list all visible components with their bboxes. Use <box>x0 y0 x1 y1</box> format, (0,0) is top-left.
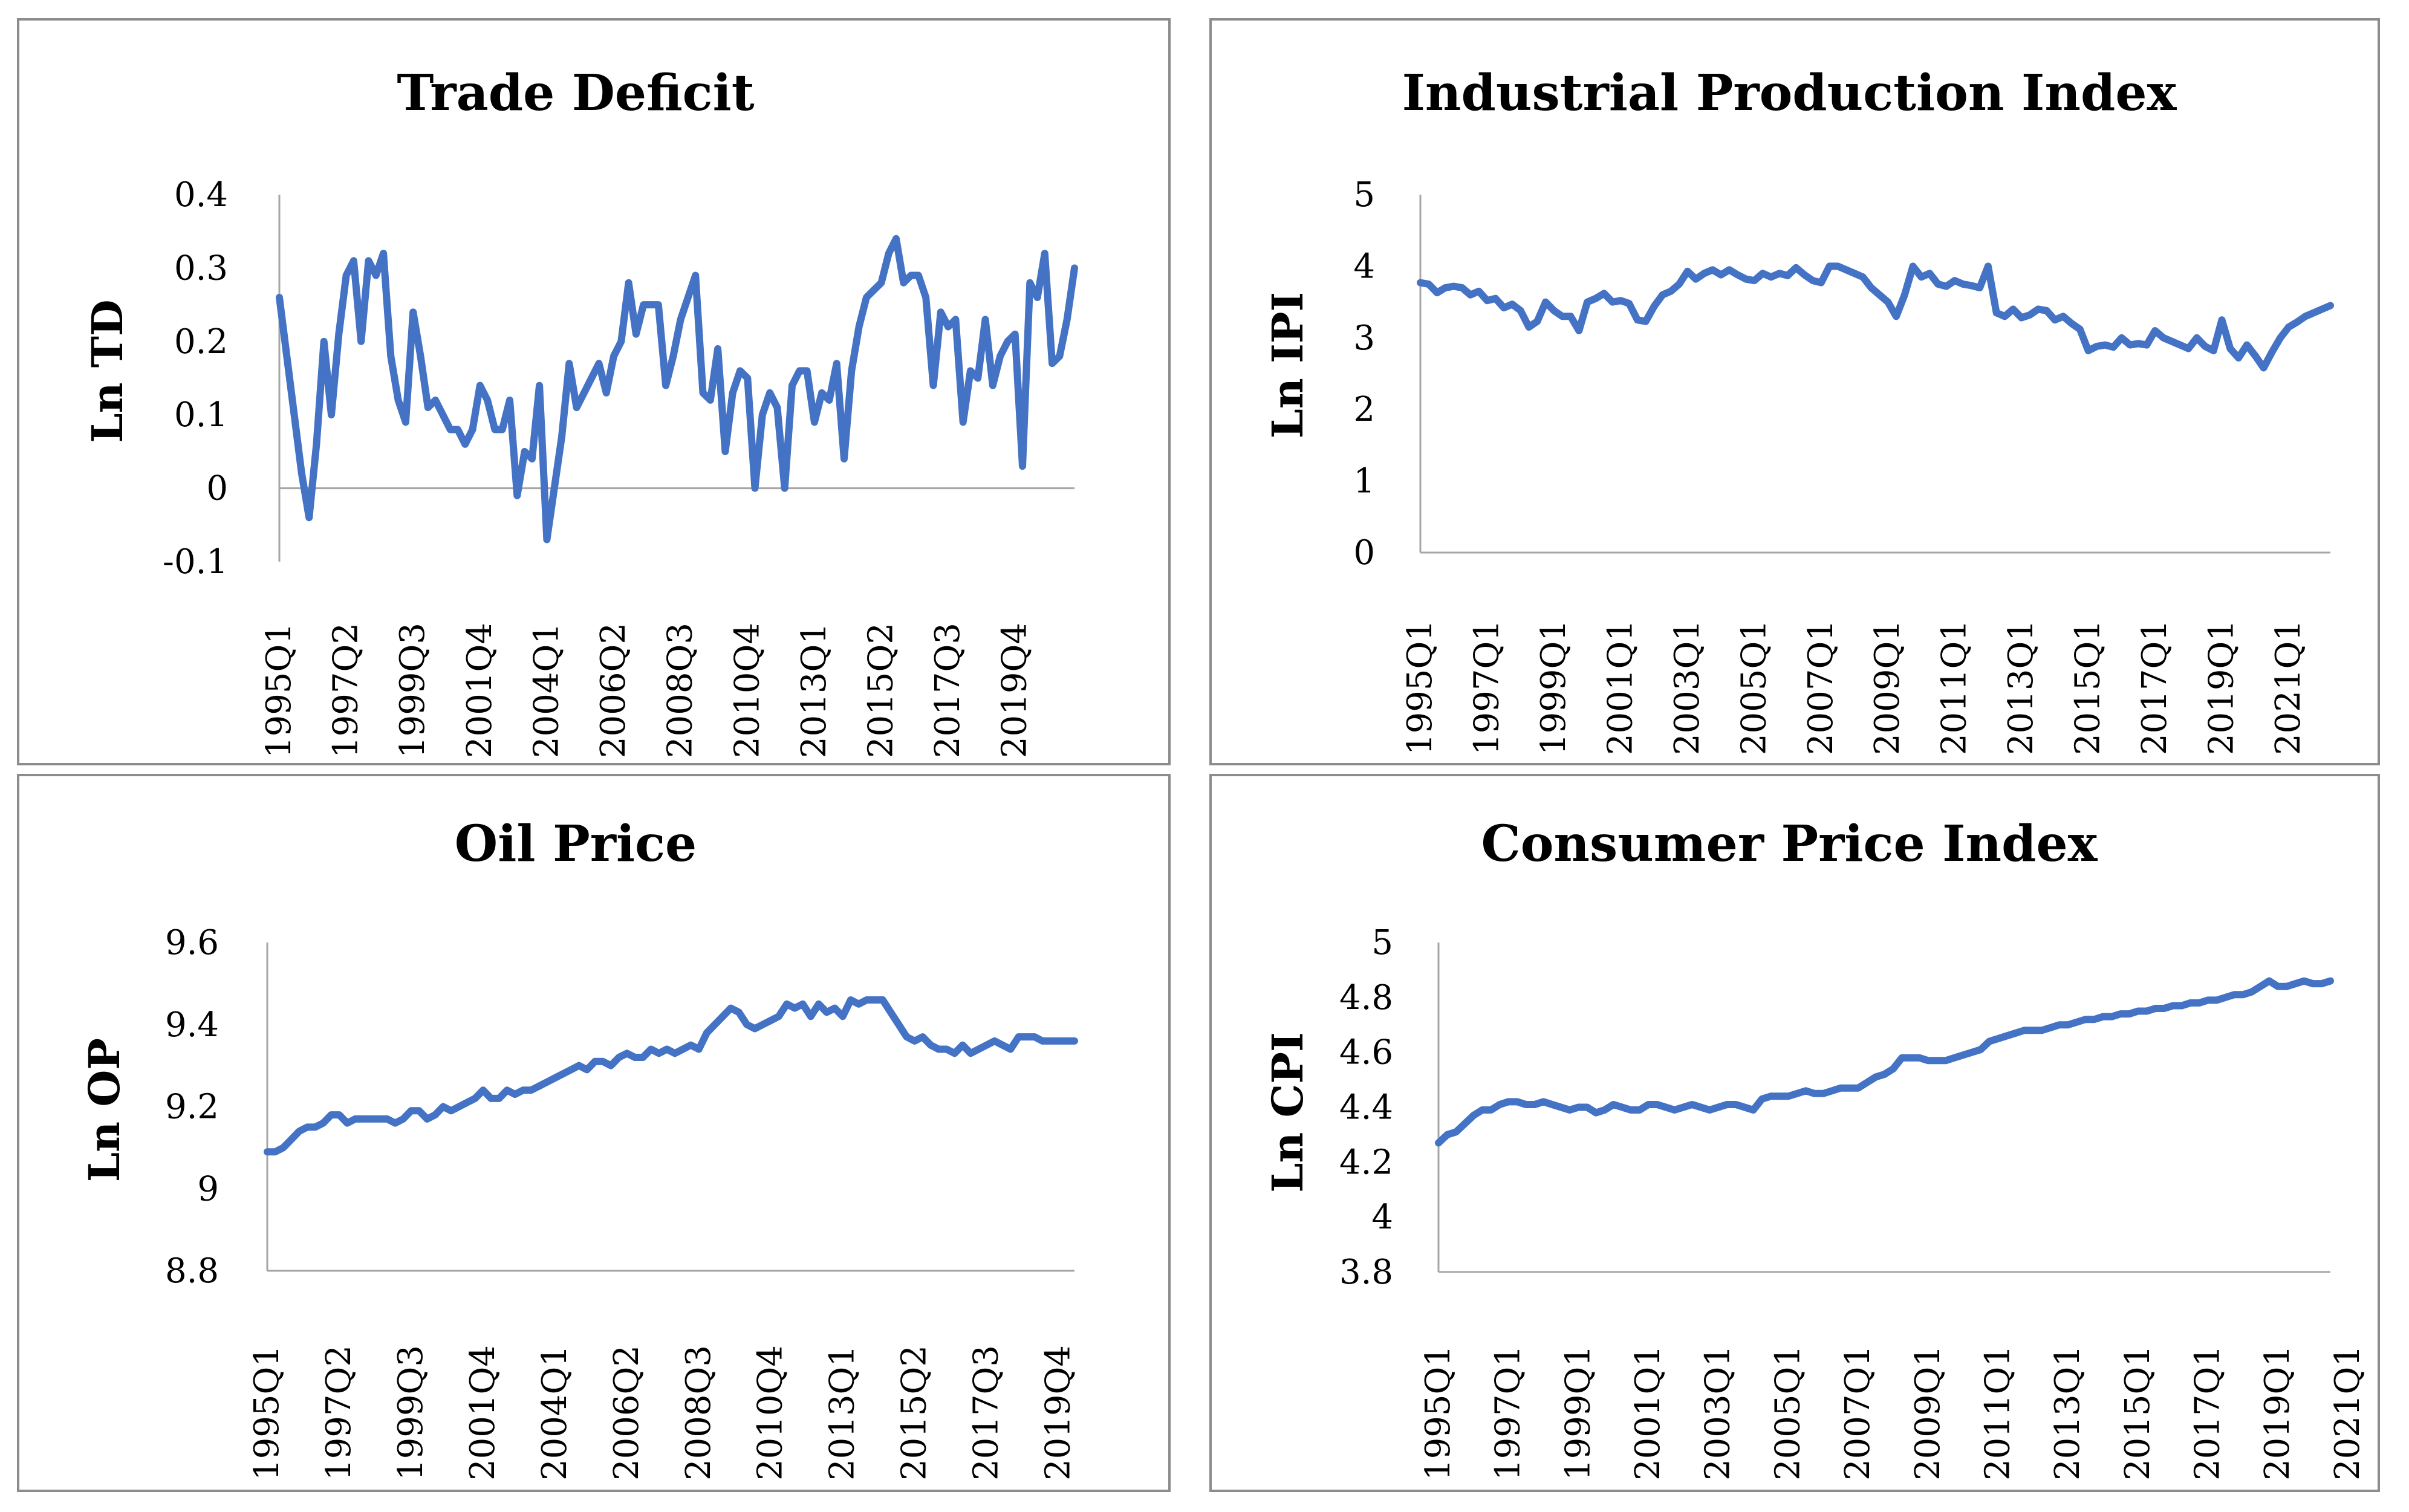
chart-panel-oil-price: Oil Price Ln OP 8.8 9 9.2 9.4 9.6 1995Q1 1997Q2 1… <box>17 774 1171 1492</box>
y-tick-label: 4.2 <box>1339 1143 1393 1182</box>
x-tick-label: 2015Q2 <box>895 1345 934 1481</box>
x-tick-label: 1999Q1 <box>1534 620 1573 755</box>
chart-title-trade-deficit: Trade Deficit <box>397 64 754 122</box>
y-tick-label: 4 <box>1353 247 1375 286</box>
x-tick-label: 2011Q1 <box>1978 1345 2017 1481</box>
x-tick-label: 2015Q2 <box>861 623 900 758</box>
y-axis-label: Ln IPI <box>1263 292 1313 439</box>
x-tick-label: 2003Q1 <box>1668 620 1707 755</box>
x-tick-label: 1995Q1 <box>1419 1345 1458 1481</box>
chart-panel-trade-deficit: Trade Deficit Ln TD -0.1 0 0.1 0.2 0.3 0.4 1995Q… <box>17 18 1171 765</box>
y-tick-label: 9 <box>197 1169 219 1209</box>
chart-panel-industrial-production-index: Industrial Production Index Ln IPI 0 1 2 3 4 5 1… <box>1209 18 2380 765</box>
y-tick-label: 4.4 <box>1339 1088 1393 1128</box>
y-tick-label: 0 <box>1353 533 1375 573</box>
chart-industrial-production-index: Industrial Production Index Ln IPI 0 1 2 3 4 5 1… <box>1263 64 2334 755</box>
x-tick-label: 2010Q4 <box>751 1345 790 1481</box>
y-tick-label: 4.8 <box>1339 978 1393 1017</box>
x-tick-label: 2015Q1 <box>2069 620 2108 755</box>
x-tick-label: 2013Q1 <box>823 1345 862 1481</box>
x-tick-label: 2013Q1 <box>2048 1345 2087 1481</box>
chart-title-consumer-price-index: Consumer Price Index <box>1481 815 2098 873</box>
y-tick-label: -0.1 <box>163 542 228 582</box>
chart-panel-consumer-price-index: Consumer Price Index Ln CPI 3.8 4 4.2 4.4 4.6 4… <box>1209 774 2380 1492</box>
x-tick-label: 2008Q3 <box>679 1345 718 1481</box>
x-tick-label: 1995Q1 <box>1400 620 1440 755</box>
y-tick-label: 4 <box>1371 1198 1393 1237</box>
x-tick-label: 1995Q1 <box>259 623 299 758</box>
x-tick-label: 2017Q1 <box>2188 1345 2228 1481</box>
chart-title-oil-price: Oil Price <box>455 815 697 873</box>
x-tick-label: 2003Q1 <box>1699 1345 1738 1481</box>
x-tick-label: 2004Q1 <box>535 1345 574 1481</box>
x-tick-label: 2013Q1 <box>2001 620 2041 755</box>
y-tick-label: 9.2 <box>165 1088 219 1127</box>
x-tick-label: 2007Q1 <box>1838 1345 1877 1481</box>
y-tick-label: 3 <box>1353 319 1375 358</box>
x-tick-label: 2017Q3 <box>967 1345 1006 1481</box>
y-tick-label: 9.6 <box>165 923 219 962</box>
x-tick-label: 2017Q3 <box>928 623 967 758</box>
x-tick-label: 2017Q1 <box>2135 620 2174 755</box>
series-line-consumer-price-index <box>1435 977 2334 1147</box>
x-tick-label: 2001Q1 <box>1601 620 1640 755</box>
series-line-industrial-production-index <box>1417 262 2334 372</box>
y-tick-label: 2 <box>1353 390 1375 429</box>
x-tick-label: 2019Q1 <box>2258 1345 2297 1481</box>
x-tick-label: 1999Q3 <box>393 623 432 758</box>
x-tick-label: 2007Q1 <box>1801 620 1841 755</box>
x-tick-label: 2005Q1 <box>1734 620 1773 755</box>
x-tick-label: 2021Q1 <box>2269 620 2308 755</box>
y-axis-label: Ln TD <box>82 299 132 443</box>
y-tick-label: 4.6 <box>1339 1033 1393 1072</box>
x-tick-label: 2001Q4 <box>460 623 499 758</box>
x-tick-label: 1999Q1 <box>1558 1345 1598 1481</box>
x-tick-label: 1997Q1 <box>1467 620 1506 755</box>
series-line-oil-price <box>264 996 1078 1156</box>
y-tick-label: 0.2 <box>174 322 228 362</box>
y-tick-label: 0.3 <box>174 248 228 288</box>
x-tick-label: 2006Q2 <box>607 1345 646 1481</box>
y-tick-label: 5 <box>1371 923 1393 962</box>
y-tick-label: 0.1 <box>174 395 228 435</box>
y-tick-label: 8.8 <box>165 1251 219 1291</box>
y-tick-label: 1 <box>1353 462 1375 501</box>
x-tick-label: 1997Q1 <box>1489 1345 1528 1481</box>
y-tick-label: 0 <box>206 469 228 508</box>
x-tick-label: 2013Q1 <box>795 623 834 758</box>
y-tick-label: 9.4 <box>165 1005 219 1045</box>
y-axis-label: Ln OP <box>79 1038 129 1182</box>
x-tick-label: 2011Q1 <box>1935 620 1974 755</box>
x-tick-label: 2019Q4 <box>1039 1345 1078 1481</box>
x-tick-label: 2019Q4 <box>995 623 1035 758</box>
chart-title-industrial-production-index: Industrial Production Index <box>1402 64 2177 122</box>
x-tick-label: 2006Q2 <box>594 623 633 758</box>
chart-oil-price: Oil Price Ln OP 8.8 9 9.2 9.4 9.6 1995Q1 1997Q2 1… <box>79 815 1078 1481</box>
x-tick-label: 2019Q1 <box>2202 620 2242 755</box>
y-axis-label: Ln CPI <box>1263 1032 1313 1193</box>
x-tick-label: 2008Q3 <box>661 623 700 758</box>
x-tick-label: 2004Q1 <box>527 623 566 758</box>
x-tick-label: 1999Q3 <box>391 1345 431 1481</box>
x-tick-label: 1997Q2 <box>327 623 366 758</box>
x-tick-label: 2009Q1 <box>1868 620 1907 755</box>
x-tick-label: 2010Q4 <box>727 623 767 758</box>
y-tick-label: 5 <box>1353 175 1375 215</box>
series-line-trade-deficit <box>276 235 1078 543</box>
x-tick-label: 2015Q1 <box>2118 1345 2157 1481</box>
x-tick-label: 2021Q1 <box>2328 1345 2367 1481</box>
y-tick-label: 0.4 <box>174 175 228 215</box>
chart-consumer-price-index: Consumer Price Index Ln CPI 3.8 4 4.2 4.4 4.6 4… <box>1263 815 2367 1481</box>
x-tick-label: 2001Q4 <box>463 1345 502 1481</box>
x-tick-label: 2001Q1 <box>1628 1345 1668 1481</box>
x-tick-label: 2009Q1 <box>1908 1345 1948 1481</box>
x-tick-label: 2005Q1 <box>1768 1345 1807 1481</box>
x-tick-label: 1995Q1 <box>247 1345 287 1481</box>
x-tick-label: 1997Q2 <box>319 1345 359 1481</box>
y-tick-label: 3.8 <box>1339 1253 1393 1292</box>
chart-trade-deficit: Trade Deficit Ln TD -0.1 0 0.1 0.2 0.3 0.4 1995Q… <box>82 64 1078 758</box>
